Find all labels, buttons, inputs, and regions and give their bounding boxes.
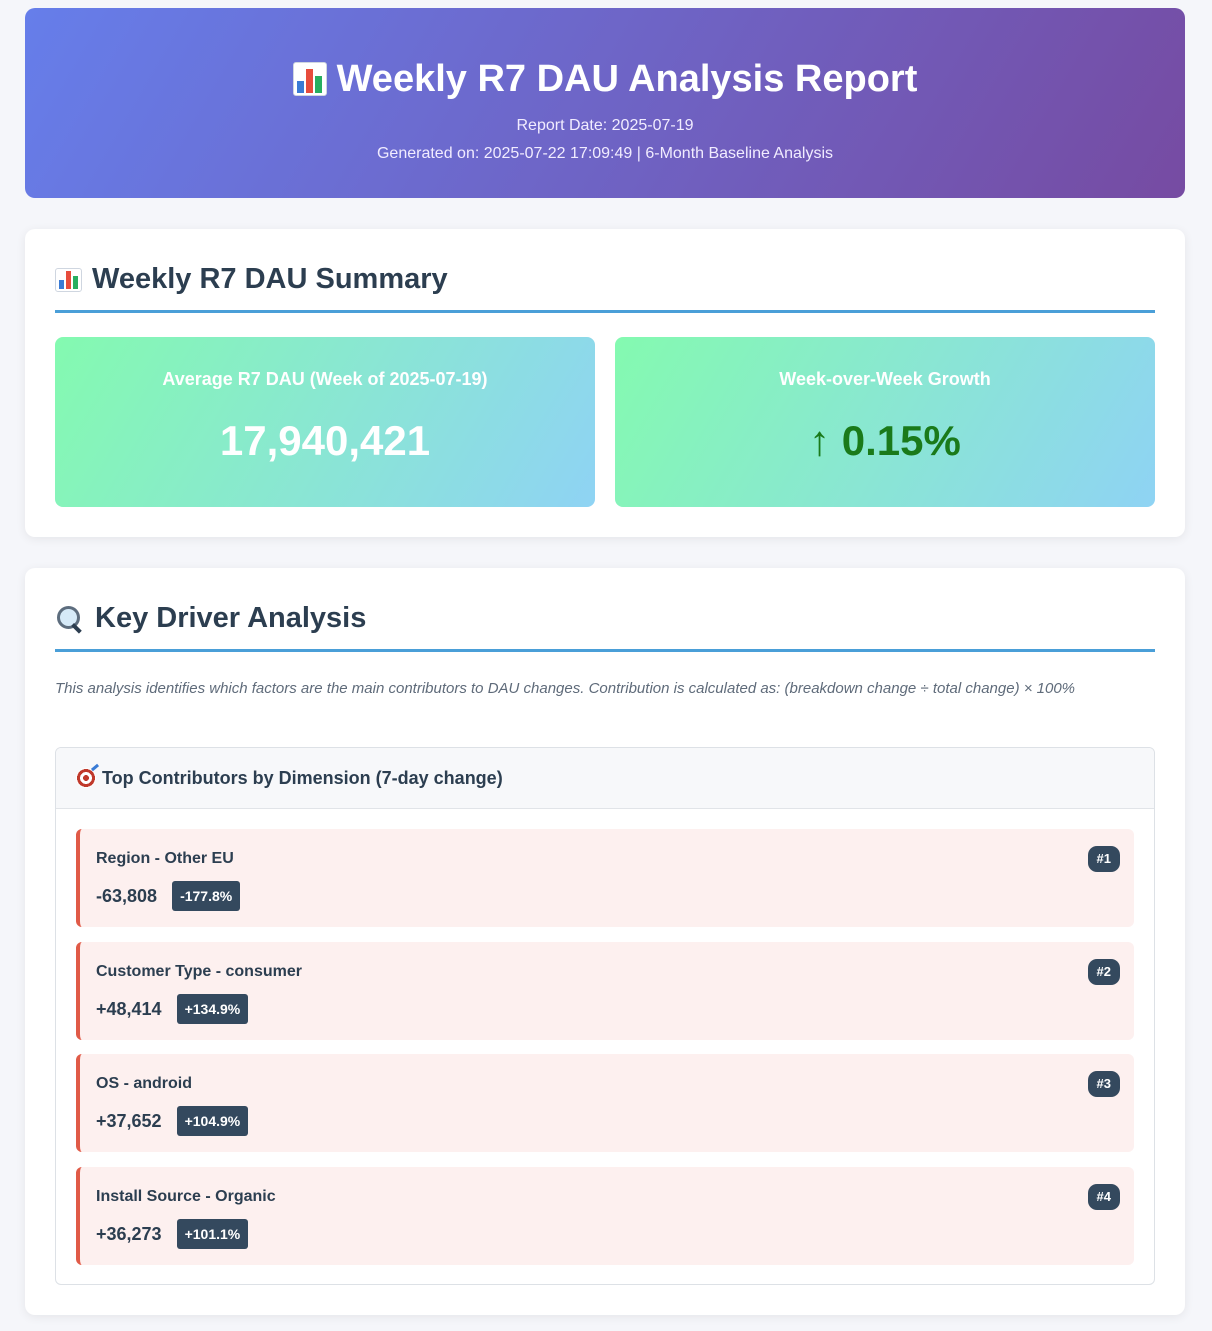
contributor-change: +48,414 xyxy=(96,998,162,1019)
contributor-name: Region - Other EU xyxy=(96,850,234,867)
target-icon xyxy=(76,768,96,788)
contribution-percent-badge: +134.9% xyxy=(176,994,249,1024)
metric-label: Average R7 DAU (Week of 2025-07-19) xyxy=(162,369,488,389)
contributor-change: +37,652 xyxy=(96,1110,162,1131)
wow-growth-metric: Week-over-Week Growth ↑ 0.15% xyxy=(615,337,1155,507)
report-header: Weekly R7 DAU Analysis Report Report Dat… xyxy=(25,8,1185,198)
contributors-panel-header: Top Contributors by Dimension (7-day cha… xyxy=(56,748,1154,809)
report-title: Weekly R7 DAU Analysis Report xyxy=(25,54,1185,104)
report-date: Report Date: 2025-07-19 xyxy=(516,117,694,134)
contributors-panel: Top Contributors by Dimension (7-day cha… xyxy=(55,747,1155,1285)
metric-label: Week-over-Week Growth xyxy=(779,369,991,389)
contribution-percent-badge: +104.9% xyxy=(176,1106,249,1136)
driver-section-title: Key Driver Analysis xyxy=(55,594,1155,652)
analysis-description: This analysis identifies which factors a… xyxy=(55,680,1076,697)
report-title-text: Weekly R7 DAU Analysis Report xyxy=(336,58,918,100)
contributor-name: Customer Type - consumer xyxy=(96,963,302,980)
rank-badge: #2 xyxy=(1087,959,1120,985)
rank-badge: #4 xyxy=(1087,1184,1120,1210)
bar-chart-icon xyxy=(55,267,82,292)
summary-card: Weekly R7 DAU Summary Average R7 DAU (We… xyxy=(25,229,1185,537)
metric-value: 17,940,421 xyxy=(219,417,431,464)
summary-title-text: Weekly R7 DAU Summary xyxy=(92,263,448,295)
driver-title-text: Key Driver Analysis xyxy=(95,602,367,634)
contribution-percent-badge: -177.8% xyxy=(172,881,241,911)
metric-value: ↑ 0.15% xyxy=(809,417,961,464)
contributor-item: Region - Other EU #1 -63,808 -177.8% xyxy=(76,829,1134,927)
contributor-change: -63,808 xyxy=(96,885,158,906)
contributor-item: Install Source - Organic #4 +36,273 +101… xyxy=(76,1167,1134,1265)
rank-badge: #3 xyxy=(1087,1071,1120,1097)
contributor-name: OS - android xyxy=(96,1075,192,1092)
contributor-item: Customer Type - consumer #2 +48,414 +134… xyxy=(76,942,1134,1040)
contributors-panel-title: Top Contributors by Dimension (7-day cha… xyxy=(102,767,503,788)
rank-badge: #1 xyxy=(1087,846,1120,872)
contribution-percent-badge: +101.1% xyxy=(176,1219,249,1249)
key-driver-card: Key Driver Analysis This analysis identi… xyxy=(25,568,1185,1315)
magnifier-icon xyxy=(55,604,85,634)
contributor-name: Install Source - Organic xyxy=(96,1188,276,1205)
bar-chart-icon xyxy=(292,62,327,96)
summary-section-title: Weekly R7 DAU Summary xyxy=(55,255,1155,313)
contributor-change: +36,273 xyxy=(96,1223,162,1244)
generated-info: Generated on: 2025-07-22 17:09:49 | 6-Mo… xyxy=(376,145,833,162)
contributor-item: OS - android #3 +37,652 +104.9% xyxy=(76,1054,1134,1152)
average-dau-metric: Average R7 DAU (Week of 2025-07-19) 17,9… xyxy=(55,337,595,507)
